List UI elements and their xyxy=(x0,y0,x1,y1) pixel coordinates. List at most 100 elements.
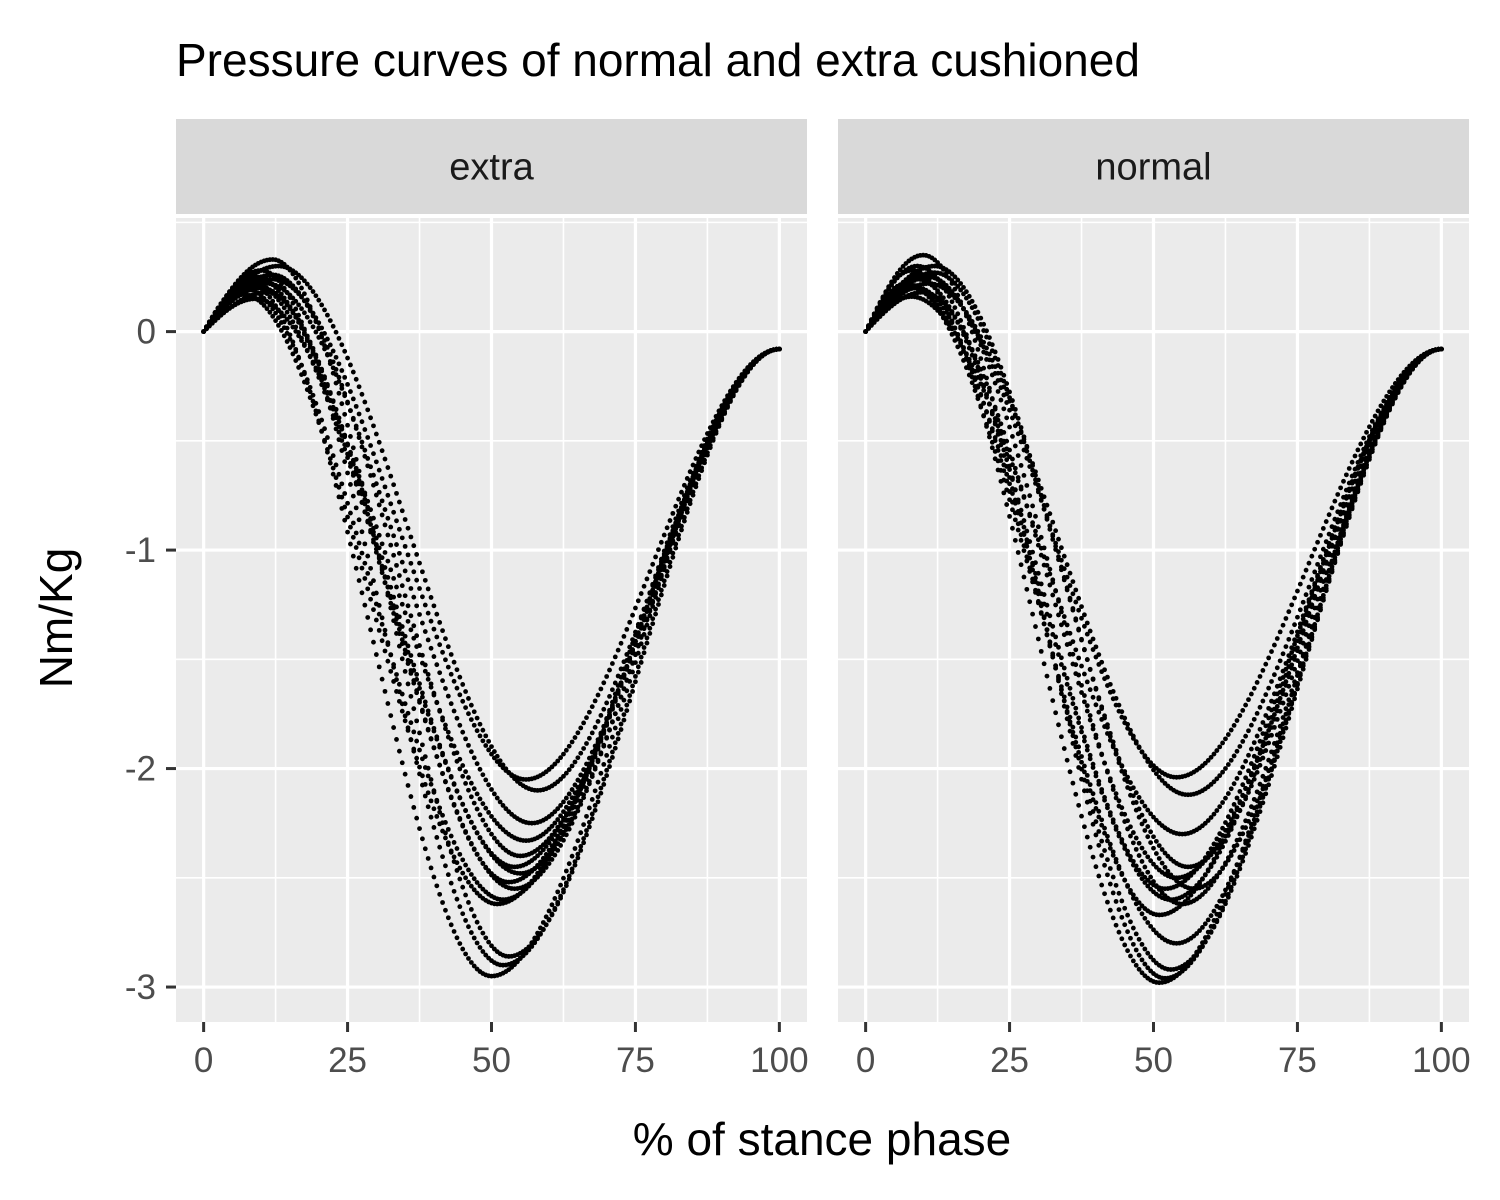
data-point xyxy=(1128,780,1133,785)
data-point xyxy=(969,380,975,386)
data-point xyxy=(1044,562,1050,568)
data-point xyxy=(420,773,425,779)
data-point xyxy=(1082,693,1087,698)
data-point xyxy=(1116,929,1122,935)
data-point xyxy=(558,813,563,819)
data-point xyxy=(526,882,532,888)
data-point xyxy=(382,507,388,512)
data-point xyxy=(356,478,362,483)
data-point xyxy=(451,678,457,684)
data-point xyxy=(566,876,572,882)
curve-series xyxy=(201,292,782,907)
data-point xyxy=(322,331,327,336)
data-point xyxy=(405,710,411,716)
data-point xyxy=(460,857,466,863)
data-point xyxy=(299,285,304,291)
data-point xyxy=(1024,586,1030,592)
data-point xyxy=(1300,640,1306,646)
data-point xyxy=(1056,612,1061,618)
data-point xyxy=(584,741,589,746)
data-point xyxy=(552,907,558,913)
data-point xyxy=(1090,726,1096,732)
data-point xyxy=(411,805,417,810)
data-point xyxy=(319,340,325,346)
data-point xyxy=(1205,934,1211,940)
data-point xyxy=(284,309,290,315)
data-point xyxy=(342,411,348,417)
data-point xyxy=(1274,716,1280,722)
data-point xyxy=(428,777,434,782)
data-point xyxy=(1010,477,1015,482)
data-point xyxy=(391,509,397,515)
data-point xyxy=(276,315,281,321)
data-point xyxy=(676,536,682,542)
data-point xyxy=(411,746,417,752)
data-point xyxy=(555,758,561,764)
data-point xyxy=(376,611,382,617)
data-point xyxy=(264,306,270,312)
data-point xyxy=(443,863,448,869)
data-point xyxy=(710,424,716,429)
data-point xyxy=(618,694,624,700)
data-point xyxy=(653,611,658,617)
data-point xyxy=(1136,966,1142,972)
data-point xyxy=(1079,754,1084,759)
data-point xyxy=(566,861,572,867)
data-point xyxy=(586,735,592,741)
data-point xyxy=(276,322,281,328)
data-point xyxy=(350,396,356,402)
data-point xyxy=(310,324,316,330)
data-point xyxy=(408,613,414,619)
data-point xyxy=(454,935,460,941)
data-point xyxy=(650,616,656,622)
data-point xyxy=(1021,524,1027,530)
data-point xyxy=(598,713,604,718)
data-point xyxy=(618,674,624,680)
data-point xyxy=(396,550,402,556)
data-point xyxy=(359,391,365,397)
data-point xyxy=(1240,764,1246,770)
data-point xyxy=(1027,569,1033,574)
data-point xyxy=(336,415,342,421)
data-point xyxy=(1056,597,1061,602)
data-point xyxy=(892,279,897,284)
data-point xyxy=(610,661,615,666)
data-point xyxy=(486,782,492,788)
data-point xyxy=(399,508,405,514)
data-point xyxy=(474,806,480,812)
data-point xyxy=(209,316,215,322)
data-point xyxy=(598,750,604,756)
data-point xyxy=(1087,752,1093,758)
data-point xyxy=(644,640,650,646)
data-point xyxy=(299,275,304,281)
data-point xyxy=(437,762,443,768)
data-point xyxy=(1251,821,1257,827)
data-point xyxy=(443,835,448,841)
data-point xyxy=(460,763,466,768)
data-point xyxy=(1061,746,1067,751)
data-point xyxy=(1067,630,1073,636)
data-point xyxy=(362,427,368,432)
data-point xyxy=(399,708,405,714)
data-point xyxy=(402,718,408,724)
data-point xyxy=(595,692,601,698)
data-point xyxy=(310,348,316,354)
data-point xyxy=(437,805,443,811)
data-point xyxy=(1151,861,1156,867)
data-point xyxy=(1148,829,1154,835)
data-point xyxy=(428,865,434,871)
data-point xyxy=(658,592,664,598)
data-point xyxy=(969,362,975,368)
data-point xyxy=(451,840,457,845)
data-point xyxy=(405,603,411,609)
data-point xyxy=(1329,552,1335,558)
data-point xyxy=(633,679,638,685)
data-point xyxy=(339,481,345,487)
data-point xyxy=(1136,906,1142,912)
data-point xyxy=(497,799,503,805)
y-tick-label: -1 xyxy=(125,531,156,570)
data-point xyxy=(417,612,422,617)
data-point xyxy=(1105,899,1110,905)
data-point xyxy=(601,680,607,686)
data-point xyxy=(1058,609,1064,615)
